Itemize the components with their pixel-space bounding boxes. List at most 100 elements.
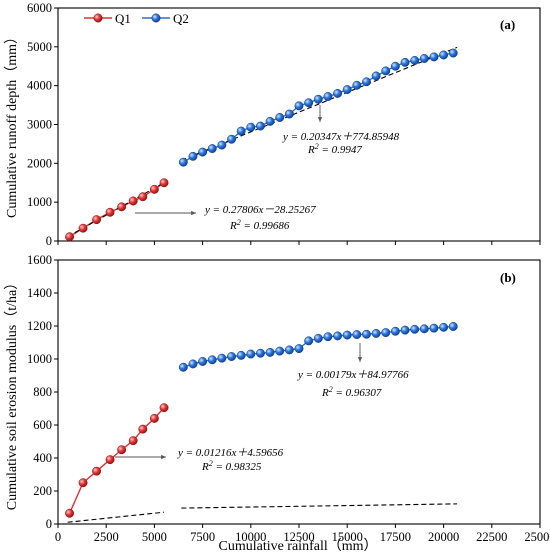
panel-b-q2-point bbox=[333, 331, 343, 341]
panel-b-q1-r2-value: = 0.98325 bbox=[213, 461, 262, 473]
panel-b-q2-point bbox=[400, 325, 410, 335]
panel-a-q2-r2: R2 = 0.9947 bbox=[307, 142, 362, 156]
panel-a-q2-point bbox=[362, 77, 371, 87]
panel-a-q1-r2: R2 = 0.99686 bbox=[229, 218, 290, 232]
panel-b-q1-point bbox=[159, 403, 169, 413]
panel-a-q2-point bbox=[410, 55, 420, 65]
panel-b-xtick-label: 20000 bbox=[428, 530, 459, 544]
panel-a-q1-r2-exponent: 2 bbox=[237, 218, 241, 227]
panel-b-xtick-label: 10000 bbox=[235, 530, 266, 544]
panel-b-q2-point bbox=[371, 328, 381, 338]
panel-a-q2-point bbox=[371, 71, 381, 81]
panel-a-q1-r2-label: R bbox=[229, 220, 237, 232]
panel-a-q2-point bbox=[265, 116, 275, 126]
panel-a-q2-point bbox=[207, 144, 217, 154]
legend: Q1 Q2 bbox=[84, 11, 189, 26]
panel-b-q2-equation: y = 0.00179x＋84.97766 bbox=[297, 369, 409, 381]
panel-a-q2-point bbox=[429, 52, 439, 62]
panel-a-q2-point bbox=[284, 109, 294, 119]
panel-a-q2-fit-line bbox=[181, 46, 458, 161]
panel-a-q2-point bbox=[448, 48, 458, 58]
panel-b-xtick-label: 22500 bbox=[476, 530, 507, 544]
panel-b-ytick-label: 800 bbox=[33, 385, 52, 399]
legend-q1-marker bbox=[93, 13, 103, 23]
panel-a-q2-point bbox=[333, 88, 343, 98]
panel-a-q1-r2-value: = 0.99686 bbox=[241, 220, 290, 232]
panel-b-q1-fit-line bbox=[67, 511, 165, 523]
panel-b-q2-point bbox=[294, 344, 304, 354]
panel-b-q1-point bbox=[128, 436, 138, 446]
legend-q2-marker bbox=[151, 13, 161, 23]
panel-a-q1-point bbox=[149, 184, 159, 194]
panel-a-q1-equation: y = 0.27806x－28.25267 bbox=[204, 204, 316, 216]
panel-a-ytick-label: 5000 bbox=[27, 40, 52, 54]
panel-b-q2-point bbox=[381, 328, 391, 338]
panel-b-q2-point bbox=[323, 332, 333, 342]
panel-b-q2-point bbox=[439, 322, 449, 332]
panel-a-ytick-label: 0 bbox=[46, 234, 52, 248]
panel-a-ylabel: Cumulative runoff depth（mm） bbox=[4, 30, 20, 218]
panel-a-q2-equation: y = 0.20347x＋774.85948 bbox=[282, 131, 400, 143]
panel-a-q2-point bbox=[439, 50, 449, 60]
panel-a-q1-point bbox=[159, 178, 169, 188]
panel-a-q2-point bbox=[217, 140, 227, 150]
panel-b-ytick-label: 200 bbox=[33, 484, 52, 498]
panel-b-q1-r2-exponent: 2 bbox=[209, 459, 213, 468]
panel-a-q1-point bbox=[138, 192, 148, 202]
panel-a-q1-point bbox=[128, 196, 138, 206]
panel-b-label: (b) bbox=[500, 270, 516, 285]
panel-b-q2-point bbox=[419, 324, 429, 334]
panel-b-q1-point bbox=[138, 424, 148, 434]
panel-a-q2-point bbox=[313, 94, 323, 104]
panel-b-axes bbox=[57, 259, 541, 525]
panel-a-ticks: 0 1000 2000 3000 4000 5000 6000 bbox=[27, 1, 541, 248]
panel-a-q2-r2-label: R bbox=[307, 144, 315, 156]
panel-a-ytick-label: 6000 bbox=[27, 1, 52, 15]
panel-b-ytick-label: 600 bbox=[33, 418, 52, 432]
panel-b-ticks: 0 200 400 600 800 1000 1200 1400 1600 0 2500 5000 75… bbox=[27, 253, 550, 544]
panel-b-xlabel: Cumulative rainfall（mm） bbox=[218, 538, 377, 554]
panel-b-q1-point bbox=[117, 445, 127, 455]
panel-b-q2-point bbox=[198, 357, 208, 366]
panel-a-q2-point bbox=[390, 61, 400, 71]
panel-b-q2-point bbox=[448, 322, 458, 331]
panel-b-q1-point bbox=[78, 478, 88, 488]
panel-a-ytick-label: 1000 bbox=[27, 195, 52, 209]
panel-b-xtick-label: 0 bbox=[55, 530, 61, 544]
panel-b-q2-r2-label: R bbox=[321, 387, 329, 399]
panel-a-q2-point bbox=[275, 113, 285, 122]
panel-b-q2-r2-exponent: 2 bbox=[329, 385, 333, 394]
panel-a-ytick-label: 2000 bbox=[27, 156, 52, 170]
panel-b-ytick-label: 0 bbox=[46, 517, 52, 531]
panel-b-frame bbox=[57, 259, 541, 525]
panel-a-q2-point bbox=[381, 66, 391, 76]
panel-a-q2-point bbox=[419, 54, 429, 63]
panel-a-q2-point bbox=[352, 80, 362, 90]
panel-a-q2-point bbox=[246, 122, 256, 132]
panel-b-q2-point bbox=[227, 352, 236, 361]
panel-b-q2-point bbox=[284, 345, 294, 355]
panel-b-xtick-label: 25000 bbox=[524, 530, 550, 544]
panel-a-q2-point bbox=[188, 151, 198, 161]
panel-b-xtick-label: 7500 bbox=[190, 530, 215, 544]
panel-b-q1-r2: R2 = 0.98325 bbox=[201, 459, 262, 473]
panel-b-ytick-label: 1000 bbox=[27, 352, 52, 366]
panel-a: 0 1000 2000 3000 4000 5000 6000 (a) Cumulative… bbox=[4, 1, 541, 248]
panel-a-q2-r2-value: = 0.9947 bbox=[319, 144, 363, 156]
panel-b-q2-r2-value: = 0.96307 bbox=[333, 387, 382, 399]
panel-b-q2-fit-line bbox=[181, 503, 458, 509]
panel-b-q2-point bbox=[275, 346, 285, 356]
legend-q1-label: Q1 bbox=[115, 11, 131, 26]
panel-a-q2-point bbox=[400, 57, 410, 67]
panel-b-xtick-label: 15000 bbox=[332, 530, 363, 544]
panel-a-q2-point bbox=[198, 147, 208, 157]
panel-b-q2-point bbox=[362, 329, 371, 339]
panel-b-ytick-label: 1200 bbox=[27, 319, 52, 333]
panel-b-q2-point bbox=[255, 348, 265, 358]
panel-a-q2-point bbox=[342, 85, 352, 95]
panel-a-q1-point bbox=[78, 223, 88, 233]
panel-a-q2-point bbox=[255, 121, 265, 131]
panel-b-q2-point bbox=[217, 353, 227, 363]
panel-b-xtick-label: 17500 bbox=[380, 530, 411, 544]
